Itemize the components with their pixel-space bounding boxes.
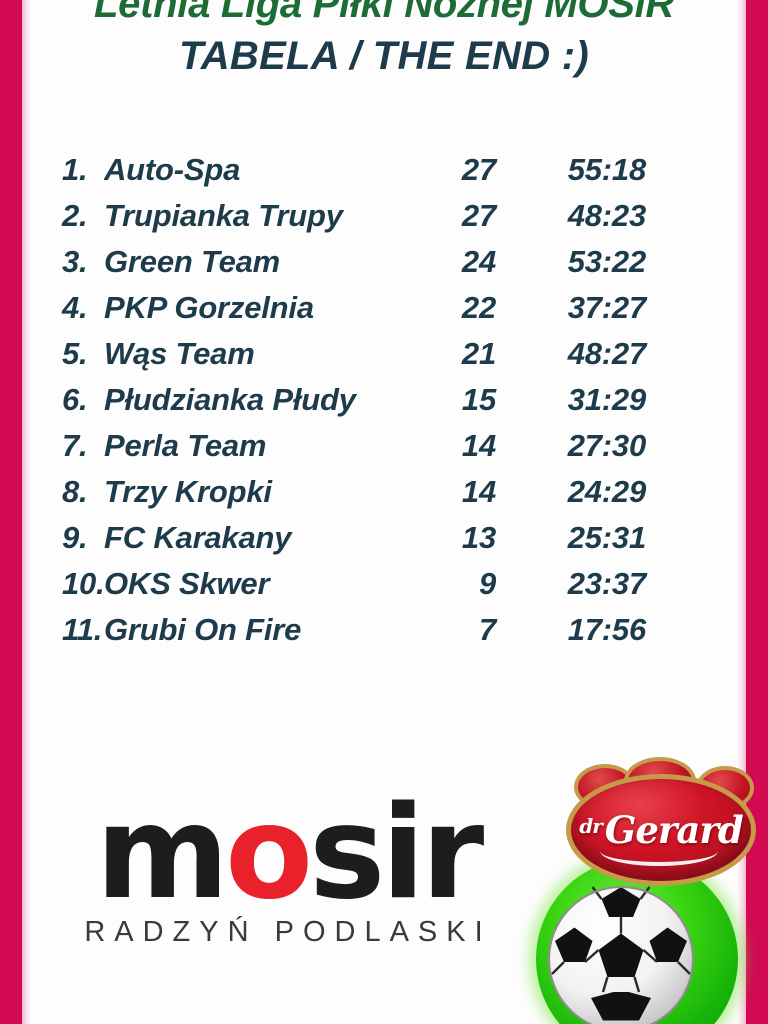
rank-cell: 9. <box>62 520 88 555</box>
points-cell: 15 <box>461 382 496 417</box>
sponsor-cluster: dr Gerard <box>520 757 768 1024</box>
table-row: 9. FC Karakany 13 25:31 <box>62 520 662 566</box>
rank-cell: 1. <box>62 152 88 187</box>
table-row: 5. Wąs Team 21 48:27 <box>62 336 662 382</box>
border-stripe-left <box>0 0 22 1024</box>
table-row: 7. Perla Team 14 27:30 <box>62 428 662 474</box>
mosir-subtitle: RADZYŃ PODLASKI <box>84 916 492 948</box>
table-row: 3. Green Team 24 53:22 <box>62 244 662 290</box>
points-cell: 27 <box>461 198 496 233</box>
goals-cell: 48:23 <box>567 198 646 233</box>
mosir-letter-o: o <box>225 779 313 928</box>
team-name-cell: Grubi On Fire <box>104 612 302 647</box>
points-cell: 7 <box>478 612 496 647</box>
rank-cell: 6. <box>62 382 88 417</box>
mosir-letter-m: m <box>95 779 229 928</box>
goals-cell: 37:27 <box>567 290 646 325</box>
points-cell: 9 <box>478 566 496 601</box>
gerard-swoosh-icon <box>600 836 718 866</box>
rank-cell: 7. <box>62 428 88 463</box>
team-name-cell: Green Team <box>104 244 281 279</box>
team-name-cell: PKP Gorzelnia <box>104 290 314 325</box>
goals-cell: 23:37 <box>567 566 646 601</box>
goals-cell: 24:29 <box>567 474 646 509</box>
team-name-cell: Wąs Team <box>104 336 255 371</box>
table-row: 8. Trzy Kropki 14 24:29 <box>62 474 662 520</box>
border-stripe-right <box>746 0 768 1024</box>
rank-cell: 2. <box>62 198 88 233</box>
team-name-cell: Trzy Kropki <box>104 474 272 509</box>
table-row: 6. Płudzianka Płudy 15 31:29 <box>62 382 662 428</box>
rank-cell: 8. <box>62 474 88 509</box>
team-name-cell: OKS Skwer <box>104 566 270 601</box>
goals-cell: 17:56 <box>567 612 646 647</box>
rank-cell: 11. <box>62 612 103 647</box>
table-row: 2. Trupianka Trupy 27 48:23 <box>62 198 662 244</box>
goals-cell: 25:31 <box>567 520 646 555</box>
team-name-cell: Auto-Spa <box>104 152 241 187</box>
table-subtitle: TABELA / THE END :) <box>178 34 590 78</box>
standings-table: 1. Auto-Spa 27 55:18 2. Trupianka Trupy 27 48:2… <box>62 152 662 658</box>
points-cell: 21 <box>461 336 496 371</box>
dr-gerard-logo: dr Gerard <box>566 757 756 886</box>
points-cell: 24 <box>461 244 496 279</box>
goals-cell: 27:30 <box>567 428 646 463</box>
mosir-letters-sir: sir <box>309 779 484 928</box>
border-accent-left <box>22 0 31 1024</box>
team-name-cell: Płudzianka Płudy <box>104 382 356 417</box>
border-accent-right <box>737 0 746 1024</box>
gerard-dr-text: dr <box>579 814 603 838</box>
goals-cell: 31:29 <box>567 382 646 417</box>
points-cell: 27 <box>461 152 496 187</box>
gerard-ellipse <box>566 774 756 886</box>
points-cell: 14 <box>461 428 496 463</box>
rank-cell: 5. <box>62 336 88 371</box>
team-name-cell: Perla Team <box>104 428 267 463</box>
mosir-logo: mosir RADZYŃ PODLASKI <box>78 790 498 985</box>
league-title: Letnia Liga Piłki Nożnej MOSiR <box>94 0 674 26</box>
mosir-wordmark: mosir <box>78 790 498 918</box>
gerard-wordmark: dr Gerard <box>566 774 756 886</box>
table-row: 10. OKS Skwer 9 23:37 <box>62 566 662 612</box>
table-row: 4. PKP Gorzelnia 22 37:27 <box>62 290 662 336</box>
soccer-ball-icon <box>547 885 695 1024</box>
goals-cell: 48:27 <box>567 336 646 371</box>
table-row: 11. Grubi On Fire 7 17:56 <box>62 612 662 658</box>
points-cell: 14 <box>461 474 496 509</box>
points-cell: 13 <box>461 520 496 555</box>
team-name-cell: Trupianka Trupy <box>104 198 343 233</box>
goals-cell: 55:18 <box>567 152 646 187</box>
rank-cell: 4. <box>62 290 88 325</box>
table-row: 1. Auto-Spa 27 55:18 <box>62 152 662 198</box>
team-name-cell: FC Karakany <box>104 520 292 555</box>
page-title: Letnia Liga Piłki Nożnej MOSiR TABELA / … <box>0 0 768 76</box>
rank-cell: 3. <box>62 244 88 279</box>
points-cell: 22 <box>461 290 496 325</box>
rank-cell: 10. <box>62 566 105 601</box>
goals-cell: 53:22 <box>567 244 646 279</box>
